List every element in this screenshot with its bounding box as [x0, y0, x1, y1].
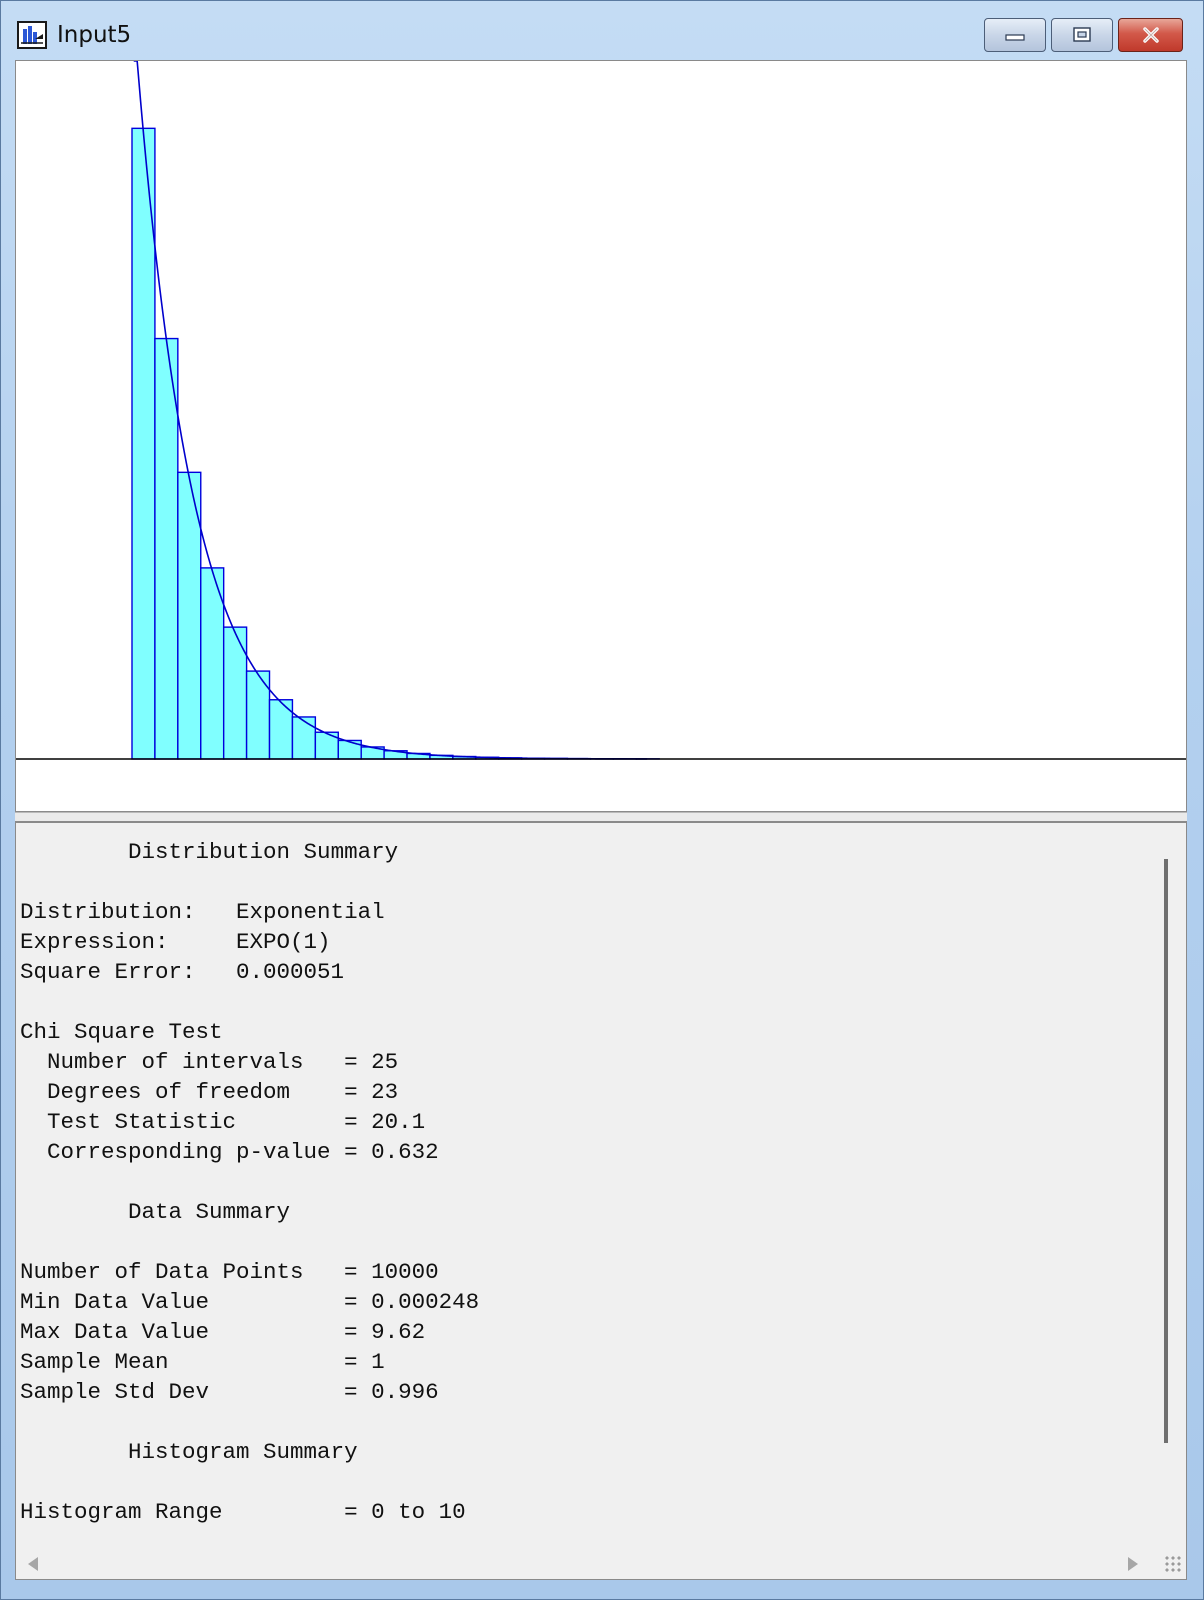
mean-value: 1	[371, 1349, 385, 1375]
histogram-bar	[291, 716, 317, 760]
summary-text: Distribution Summary Distribution: Expon…	[20, 839, 480, 1525]
resize-grip-icon[interactable]	[1164, 1555, 1182, 1573]
histogram-chart	[16, 61, 1186, 760]
maximize-icon	[1073, 27, 1091, 42]
histogram-summary-heading: Histogram Summary	[128, 1439, 358, 1465]
histogram-app-icon	[17, 21, 47, 49]
test-stat-label: Test Statistic	[47, 1109, 237, 1135]
std-value: 0.996	[371, 1379, 439, 1405]
distribution-label: Distribution:	[20, 899, 196, 925]
chi-square-heading: Chi Square Test	[20, 1019, 223, 1045]
pane-splitter[interactable]	[15, 812, 1187, 822]
histogram-pane	[15, 60, 1187, 812]
mean-label: Sample Mean	[20, 1349, 169, 1375]
npoints-value: 10000	[371, 1259, 439, 1285]
dist-summary-heading: Distribution Summary	[128, 839, 399, 865]
max-label: Max Data Value	[20, 1319, 210, 1345]
square-error-label: Square Error:	[20, 959, 196, 985]
expression-label: Expression:	[20, 929, 169, 955]
intervals-value: 25	[371, 1049, 399, 1075]
dof-value: 23	[371, 1079, 399, 1105]
vertical-scrollbar[interactable]	[1164, 859, 1168, 1443]
minimize-icon	[1005, 34, 1025, 41]
window-title: Input5	[57, 22, 132, 48]
range-label: Histogram Range	[20, 1499, 223, 1525]
histogram-bar	[154, 337, 179, 760]
min-value: 0.000248	[371, 1289, 480, 1315]
scroll-left-arrow-icon[interactable]	[28, 1557, 38, 1571]
range-value: 0 to 10	[371, 1499, 466, 1525]
histogram-bar	[222, 626, 248, 760]
horizontal-scrollbar[interactable]	[16, 1549, 1186, 1579]
min-label: Min Data Value	[20, 1289, 210, 1315]
minimize-button[interactable]	[984, 18, 1046, 52]
summary-pane[interactable]: Distribution Summary Distribution: Expon…	[15, 822, 1187, 1580]
histogram-bar	[337, 739, 362, 760]
scroll-right-arrow-icon[interactable]	[1128, 1557, 1138, 1571]
std-label: Sample Std Dev	[20, 1379, 210, 1405]
dof-label: Degrees of freedom	[47, 1079, 291, 1105]
title-bar[interactable]: Input5	[1, 1, 1203, 59]
close-icon	[1142, 27, 1159, 43]
expression-value: EXPO(1)	[236, 929, 331, 955]
square-error-value: 0.000051	[236, 959, 345, 985]
max-value: 9.62	[371, 1319, 426, 1345]
test-stat-value: 20.1	[371, 1109, 426, 1135]
maximize-button[interactable]	[1051, 18, 1113, 52]
pvalue-value: 0.632	[371, 1139, 439, 1165]
pvalue-label: Corresponding p-value	[47, 1139, 331, 1165]
data-summary-heading: Data Summary	[128, 1199, 291, 1225]
distribution-value: Exponential	[236, 899, 385, 925]
close-button[interactable]	[1118, 18, 1183, 52]
npoints-label: Number of Data Points	[20, 1259, 304, 1285]
intervals-label: Number of intervals	[47, 1049, 304, 1075]
histogram-bar	[131, 127, 156, 760]
